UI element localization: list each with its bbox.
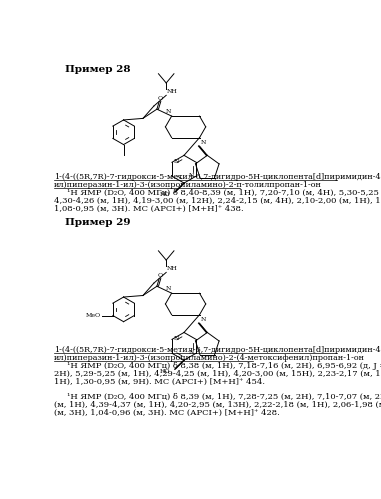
Text: ил)пиперазин-1-ил)-3-(изопропиламино)-2-(4-метоксифенил)пропан-1-он: ил)пиперазин-1-ил)-3-(изопропиламино)-2-…	[54, 354, 365, 362]
Text: 1-(4-((5R,7R)-7-гидрокси-5-метил-6,7-дигидро-5H-циклопента[d]пиримидин-4-: 1-(4-((5R,7R)-7-гидрокси-5-метил-6,7-диг…	[54, 173, 381, 181]
Text: N: N	[189, 173, 195, 178]
Text: (м, 1H), 4,39-4,37 (м, 1H), 4,20-2,95 (м, 13H), 2,22-2,18 (м, 1H), 2,06-1,98 (м,: (м, 1H), 4,39-4,37 (м, 1H), 4,20-2,95 (м…	[54, 401, 381, 409]
Text: N: N	[189, 350, 195, 355]
Text: N: N	[173, 159, 179, 164]
Text: N: N	[200, 140, 206, 145]
Text: (м, 3H), 1,04-0,96 (м, 3H). МС (АРСI+) [M+H]⁺ 428.: (м, 3H), 1,04-0,96 (м, 3H). МС (АРСI+) […	[54, 409, 280, 417]
Text: O: O	[157, 273, 163, 278]
Text: N: N	[200, 317, 206, 322]
Text: 4,30-4,26 (м, 1H), 4,19-3,00 (м, 12H), 2,24-2,15 (м, 4H), 2,10-2,00 (м, 1H), 1,3: 4,30-4,26 (м, 1H), 4,19-3,00 (м, 12H), 2…	[54, 197, 381, 205]
Text: 1-(4-((5R,7R)-7-гидрокси-5-метил-6,7-дигидро-5H-циклопента[d]пиримидин-4-: 1-(4-((5R,7R)-7-гидрокси-5-метил-6,7-диг…	[54, 346, 381, 354]
Text: HO: HO	[160, 369, 170, 374]
Text: Пример 29: Пример 29	[65, 218, 130, 227]
Text: NH: NH	[167, 266, 178, 271]
Text: 2H), 5,29-5,25 (м, 1H), 4,29-4,25 (м, 1H), 4,20-3,00 (м, 15H), 2,23-2,17 (м, 1H): 2H), 5,29-5,25 (м, 1H), 4,29-4,25 (м, 1H…	[54, 370, 381, 378]
Text: O: O	[157, 96, 163, 101]
Text: 1H), 1,30-0,95 (м, 9H). МС (АРСI+) [M+H]⁺ 454.: 1H), 1,30-0,95 (м, 9H). МС (АРСI+) [M+H]…	[54, 378, 265, 386]
Text: N: N	[165, 109, 171, 114]
Text: ¹H ЯМР (D₂O, 400 МГц) δ 8,38 (м, 1H), 7,18-7,16 (м, 2H), 6,95-6,92 (д, J = 8,8 Г: ¹H ЯМР (D₂O, 400 МГц) δ 8,38 (м, 1H), 7,…	[54, 362, 381, 370]
Text: 1,08-0,95 (м, 3H). МС (АРСI+) [M+H]⁺ 438.: 1,08-0,95 (м, 3H). МС (АРСI+) [M+H]⁺ 438…	[54, 205, 243, 213]
Text: MeO: MeO	[85, 313, 101, 318]
Text: ¹H ЯМР (D₂O, 400 МГц) δ 8,39 (м, 1H), 7,28-7,25 (м, 2H), 7,10-7,07 (м, 2H), 5,28: ¹H ЯМР (D₂O, 400 МГц) δ 8,39 (м, 1H), 7,…	[54, 393, 381, 401]
Text: ¹H ЯМР (D₂O, 400 МГц) δ 8,40-8,39 (м, 1H), 7,20-7,10 (м, 4H), 5,30-5,25 (м, 1H),: ¹H ЯМР (D₂O, 400 МГц) δ 8,40-8,39 (м, 1H…	[54, 189, 381, 197]
Text: Пример 28: Пример 28	[65, 64, 130, 73]
Text: NH: NH	[167, 89, 178, 94]
Text: N: N	[165, 286, 171, 291]
Text: HO: HO	[160, 192, 170, 197]
Text: ил)пиперазин-1-ил)-3-(изопропиламино)-2-п-толилпропан-1-он: ил)пиперазин-1-ил)-3-(изопропиламино)-2-…	[54, 181, 322, 189]
Text: N: N	[173, 336, 179, 341]
